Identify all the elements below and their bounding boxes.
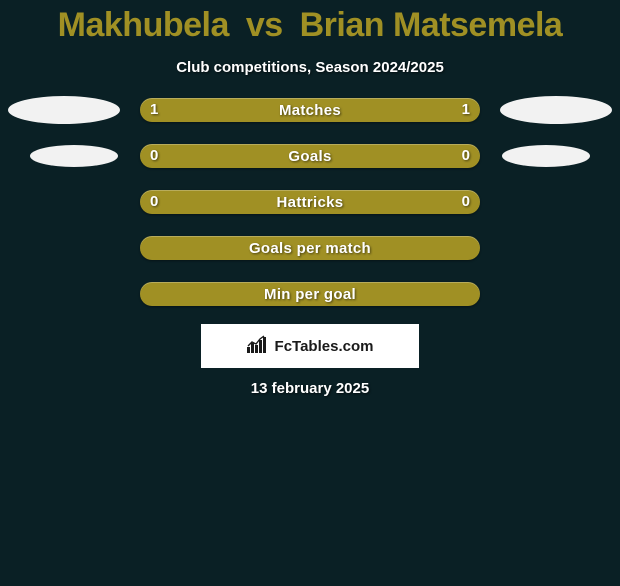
stat-bar: Min per goal (140, 282, 480, 306)
stat-bar: 0 Goals 0 (140, 144, 480, 168)
ellipse-decoration (30, 145, 118, 167)
stat-row-matches: 1 Matches 1 (140, 98, 480, 122)
comparison-title: Makhubela vs Brian Matsemela (0, 6, 620, 45)
stat-label: Goals (288, 148, 331, 165)
stat-value-left: 0 (140, 144, 168, 168)
stat-value-right (460, 282, 480, 306)
player2-name: Brian Matsemela (300, 6, 563, 44)
vs-separator: vs (246, 6, 283, 44)
stat-value-right (460, 236, 480, 260)
stat-value-right: 0 (452, 144, 480, 168)
chart-icon (247, 335, 269, 357)
brand-badge: FcTables.com (201, 324, 419, 368)
stat-value-left: 0 (140, 190, 168, 214)
ellipse-decoration (502, 145, 590, 167)
brand-name: FcTables.com (275, 338, 374, 355)
stat-value-left (140, 236, 160, 260)
stat-value-left (140, 282, 160, 306)
stat-label: Min per goal (264, 286, 356, 303)
player1-name: Makhubela (58, 6, 229, 44)
stat-value-right: 1 (452, 98, 480, 122)
stat-label: Hattricks (277, 194, 344, 211)
stat-bar: 1 Matches 1 (140, 98, 480, 122)
ellipse-decoration (500, 96, 612, 124)
stat-bar: Goals per match (140, 236, 480, 260)
stat-value-left: 1 (140, 98, 168, 122)
stat-label: Goals per match (249, 240, 371, 257)
stat-value-right: 0 (452, 190, 480, 214)
stats-container: 1 Matches 1 0 Goals 0 0 Hattricks 0 Goal… (140, 98, 480, 306)
stat-row-goals: 0 Goals 0 (140, 144, 480, 168)
season-subtitle: Club competitions, Season 2024/2025 (0, 59, 620, 76)
snapshot-date: 13 february 2025 (0, 380, 620, 397)
ellipse-decoration (8, 96, 120, 124)
stat-bar: 0 Hattricks 0 (140, 190, 480, 214)
stat-label: Matches (279, 102, 341, 119)
stat-row-hattricks: 0 Hattricks 0 (140, 190, 480, 214)
stat-row-min-per-goal: Min per goal (140, 282, 480, 306)
stat-row-goals-per-match: Goals per match (140, 236, 480, 260)
